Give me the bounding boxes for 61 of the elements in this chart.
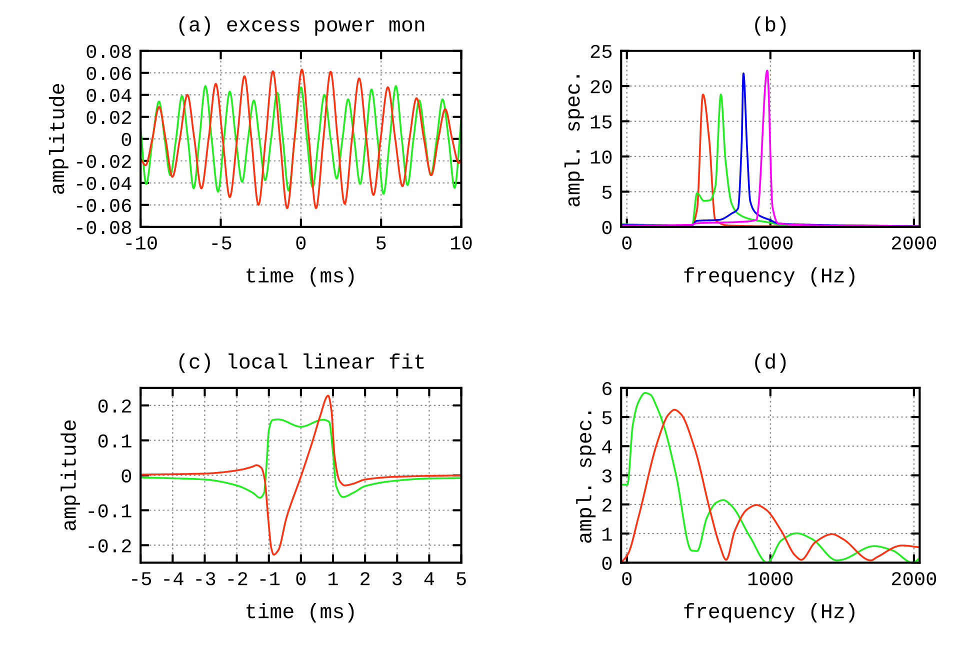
y-tick-label: 0.04 <box>86 88 132 102</box>
x-tick-label: 2000 <box>892 572 936 586</box>
chart-title: (b) <box>755 16 786 36</box>
x-tick-label: -4 <box>164 572 184 586</box>
x-axis-title: frequency (Hz) <box>684 267 854 287</box>
y-tick-label: 25 <box>590 44 612 58</box>
y-tick-label: 0.06 <box>86 66 131 80</box>
x-tick-label: 5 <box>376 236 386 250</box>
y-tick-label: 0 <box>122 132 132 146</box>
x-tick-label: 2000 <box>892 236 936 250</box>
y-tick-label: 0.02 <box>86 110 131 124</box>
chart-title: (a) excess power mon <box>179 16 424 36</box>
y-tick-label: -0.04 <box>77 176 132 190</box>
y-axis-title: ampl. spec. <box>564 75 584 206</box>
x-tick-label: -10 <box>126 236 157 250</box>
x-tick-label: 0 <box>296 236 306 250</box>
x-tick-label: 0 <box>622 572 632 586</box>
y-tick-label: -0.1 <box>88 504 132 518</box>
x-tick-label: 10 <box>451 236 472 250</box>
chart-title: (c) local linear fit <box>179 353 424 373</box>
y-tick-label: 5 <box>602 186 612 199</box>
x-tick-label: 0 <box>622 236 632 250</box>
x-tick-label: -5 <box>132 572 152 586</box>
chart-title: (d) <box>755 353 786 373</box>
x-tick-label: 5 <box>456 572 466 586</box>
x-tick-label: -2 <box>228 572 248 586</box>
x-tick-label: 1 <box>328 572 338 586</box>
y-tick-label: 0 <box>122 469 132 483</box>
y-axis-title: amplitude <box>48 84 68 194</box>
y-tick-label: 0 <box>602 220 612 234</box>
x-tick-label: 1000 <box>748 572 793 586</box>
x-tick-label: 1000 <box>748 236 793 250</box>
x-tick-label: -1 <box>260 572 280 586</box>
y-axis-title: amplitude <box>60 420 80 530</box>
x-tick-label: -3 <box>196 572 216 586</box>
x-tick-label: 4 <box>424 572 434 586</box>
y-tick-label: 4 <box>602 440 612 454</box>
y-tick-label: 0 <box>602 556 612 570</box>
y-tick-label: 15 <box>590 116 612 129</box>
y-tick-label: 5 <box>602 411 612 424</box>
x-axis-title: time (ms) <box>246 267 354 287</box>
y-tick-label: -0.06 <box>77 198 131 212</box>
y-tick-label: -0.2 <box>88 539 131 552</box>
x-tick-label: 0 <box>296 572 306 586</box>
x-tick-label: 3 <box>392 572 402 586</box>
x-tick-label: 2 <box>360 572 370 586</box>
y-tick-label: 0.1 <box>98 434 132 448</box>
y-tick-label: 10 <box>590 150 612 164</box>
y-tick-label: 1 <box>602 528 612 541</box>
x-tick-label: -5 <box>212 236 232 250</box>
y-tick-label: 0.2 <box>98 399 131 413</box>
y-tick-label: 6 <box>602 382 612 396</box>
y-tick-label: 0.08 <box>86 44 131 58</box>
y-axis-title: ampl. spec. <box>576 412 596 543</box>
y-tick-label: -0.02 <box>77 154 131 168</box>
x-axis-title: frequency (Hz) <box>684 603 854 622</box>
x-axis-title: time (ms) <box>246 603 354 622</box>
y-tick-label: 3 <box>602 469 612 483</box>
y-tick-label: -0.08 <box>77 220 131 234</box>
y-tick-label: 2 <box>602 498 612 512</box>
y-tick-label: 20 <box>590 80 612 94</box>
